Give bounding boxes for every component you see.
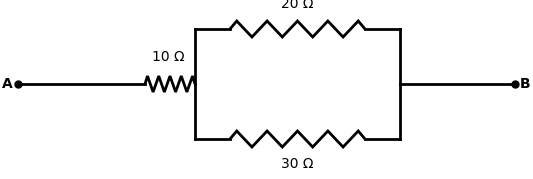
- Text: A: A: [2, 77, 13, 91]
- Text: 10 Ω: 10 Ω: [152, 50, 184, 64]
- Text: 30 Ω: 30 Ω: [281, 157, 313, 171]
- Text: B: B: [520, 77, 531, 91]
- Text: 20 Ω: 20 Ω: [281, 0, 313, 11]
